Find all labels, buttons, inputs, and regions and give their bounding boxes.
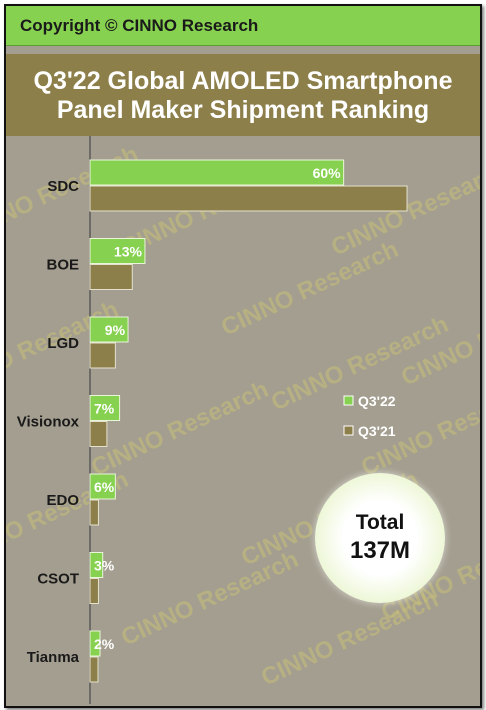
- bar-q3-21-edo: [89, 499, 99, 526]
- bar-q3-22-lgd: [89, 316, 129, 343]
- data-label-q3-22-tianma: 2%: [94, 636, 115, 652]
- bar-q3-21-lgd: [89, 342, 116, 369]
- bar-q3-22-boe: [89, 238, 146, 264]
- watermark-text: CINNO Research: [257, 586, 442, 692]
- data-label-q3-22-visionox: 7%: [94, 401, 115, 417]
- chart-title: Q3'22 Global AMOLED Smartphone Panel Mak…: [6, 54, 480, 136]
- bar-q3-22-csot: [89, 552, 104, 578]
- data-label-q3-22-csot: 3%: [94, 558, 115, 574]
- bar-q3-21-sdc: [89, 185, 408, 212]
- data-label-q3-22-sdc: 60%: [313, 165, 342, 181]
- category-label-sdc: SDC: [47, 178, 79, 195]
- watermark-text: CINNO Research: [117, 546, 302, 652]
- legend-swatch-q3-22: [343, 395, 354, 406]
- category-label-csot: CSOT: [37, 571, 79, 588]
- watermark-text: CINNO Research: [217, 236, 402, 342]
- bar-q3-22-sdc: [89, 159, 345, 186]
- watermark-text: CINNO Research: [87, 376, 272, 482]
- copyright-banner: Copyright © CINNO Research: [6, 6, 480, 46]
- chart-title-line2: Panel Maker Shipment Ranking: [56, 96, 430, 124]
- legend-label-q3-22: Q3'22: [358, 393, 396, 409]
- chart-frame: CINNO Research CINNO Research CINNO Resear…: [4, 4, 482, 708]
- total-label: Total: [355, 511, 405, 534]
- category-label-lgd: LGD: [47, 335, 79, 352]
- legend-swatch-q3-21: [343, 425, 354, 436]
- total-value: 137M: [349, 537, 411, 564]
- bar-q3-21-csot: [89, 578, 99, 604]
- bar-q3-22-edo: [89, 473, 116, 500]
- bar-q3-22-visionox: [89, 395, 121, 421]
- data-label-q3-22-lgd: 9%: [105, 322, 126, 338]
- category-label-visionox: Visionox: [17, 414, 80, 431]
- bar-q3-21-tianma: [89, 656, 99, 683]
- total-badge: Total 137M: [315, 473, 445, 603]
- category-label-tianma: Tianma: [27, 649, 80, 666]
- bar-q3-21-visionox: [89, 421, 108, 447]
- legend-label-q3-21: Q3'21: [358, 423, 396, 439]
- data-label-q3-22-boe: 13%: [114, 244, 143, 260]
- bar-q3-22-tianma: [89, 630, 101, 657]
- chart-title-line1: Q3'22 Global AMOLED Smartphone: [33, 67, 453, 95]
- bar-q3-21-boe: [89, 264, 133, 290]
- category-label-boe: BOE: [46, 257, 79, 274]
- data-label-q3-22-edo: 6%: [94, 479, 115, 495]
- category-label-edo: EDO: [46, 492, 79, 509]
